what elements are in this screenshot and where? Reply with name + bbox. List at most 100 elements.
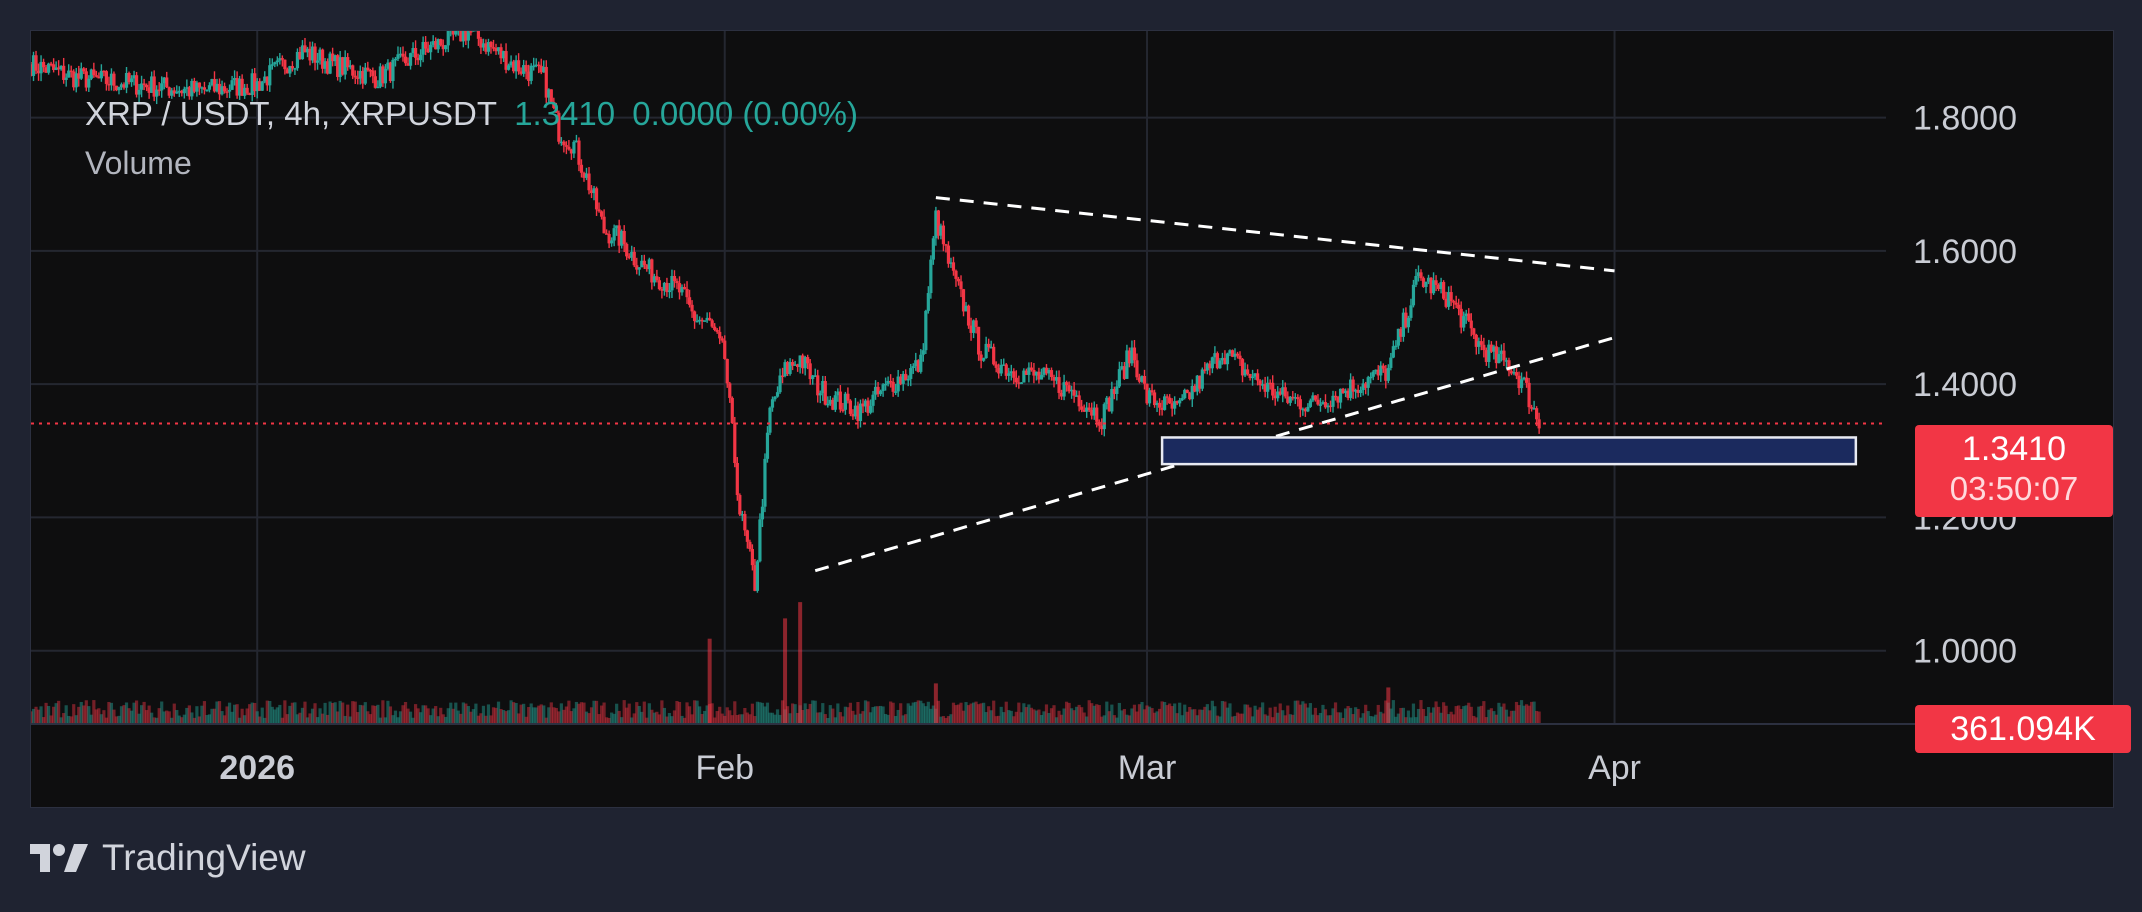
volume-bar — [816, 712, 820, 724]
candle-body — [1384, 368, 1388, 381]
candle-body — [280, 58, 284, 60]
candle-body — [469, 31, 473, 33]
candle-body — [1459, 308, 1463, 328]
candle-body — [549, 89, 553, 102]
candle-body — [232, 78, 237, 81]
volume-bar — [1027, 704, 1031, 724]
candle-body — [1185, 389, 1189, 394]
volume-bar — [1439, 712, 1443, 724]
candle-body — [1316, 399, 1320, 405]
candle-body — [258, 81, 262, 91]
candle-body — [863, 400, 868, 407]
volume-bar — [725, 707, 729, 724]
volume-bar — [1082, 712, 1086, 724]
volume-bar — [1396, 713, 1400, 724]
candle-body — [1075, 395, 1079, 397]
candle-body — [788, 362, 792, 374]
volume-bar — [1298, 704, 1302, 724]
tradingview-brand[interactable]: TradingView — [30, 837, 306, 878]
candle-body — [527, 71, 531, 81]
candle-body — [145, 84, 149, 88]
candle-body — [338, 57, 342, 77]
candle-body — [346, 57, 350, 68]
volume-legend[interactable]: Volume — [85, 145, 192, 181]
candle-body — [273, 62, 277, 65]
volume-bar — [1406, 710, 1411, 724]
volume-bar — [848, 702, 853, 724]
volume-bar — [1447, 714, 1451, 724]
candle-body — [1135, 360, 1139, 378]
candle-body — [99, 70, 103, 79]
volume-bar — [587, 713, 591, 724]
volume-bar — [740, 714, 744, 724]
candle-body — [977, 326, 981, 355]
volume-bar — [911, 702, 915, 724]
candle-body — [1233, 353, 1237, 357]
candle-body — [401, 53, 405, 57]
chart-frame[interactable]: 1.8000 1.6000 1.4000 1.2000 1.0000 2026 Feb Ma… — [30, 30, 2131, 809]
candle-body — [227, 89, 232, 92]
candle-body — [652, 276, 656, 283]
candle-body — [1529, 407, 1534, 409]
volume-bar — [300, 707, 305, 724]
volume-bar — [1218, 716, 1222, 724]
candle-body — [1291, 396, 1295, 399]
candle-body — [1439, 282, 1443, 289]
candle-body — [197, 82, 202, 88]
candle-body — [501, 51, 506, 59]
symbol-title[interactable]: XRP / USDT, 4h, XRPUSDT — [85, 95, 498, 132]
volume-bar — [778, 714, 782, 724]
candle-body — [36, 70, 41, 74]
volume-bar — [1351, 714, 1355, 724]
candle-body — [1454, 302, 1458, 305]
volume-bar — [104, 717, 109, 724]
volume-bar — [549, 702, 553, 724]
candle-body — [230, 80, 234, 90]
volume-bar — [371, 705, 375, 724]
volume-bar — [1306, 707, 1310, 724]
volume-bar — [620, 717, 624, 724]
candle-body — [542, 66, 546, 73]
volume-bar — [310, 708, 315, 724]
volume-bar — [1426, 707, 1431, 724]
volume-bar — [313, 703, 317, 724]
volume-bar — [175, 710, 179, 724]
candle-body — [1424, 281, 1428, 287]
candle-body — [961, 289, 966, 312]
volume-bar — [1195, 715, 1199, 724]
candle-body — [627, 256, 631, 258]
volume-bar — [949, 714, 953, 724]
candle-body — [1273, 395, 1277, 399]
candle-body — [828, 399, 832, 404]
candle-body — [1150, 390, 1154, 393]
candle-body — [1180, 398, 1184, 401]
candle-body — [1009, 371, 1013, 374]
volume-bar — [652, 712, 656, 724]
volume-bar — [1200, 709, 1204, 724]
volume-bar — [1193, 709, 1197, 724]
volume-bar — [1125, 714, 1129, 724]
volume-bar — [212, 708, 217, 724]
candle-body — [1213, 353, 1217, 358]
volume-bar — [730, 715, 734, 724]
volume-bar — [1474, 717, 1478, 724]
candle-body — [411, 47, 415, 54]
candle-body — [180, 90, 184, 94]
volume-bar — [1261, 702, 1265, 724]
volume-bar — [951, 702, 956, 724]
volume-bar — [1273, 706, 1277, 724]
candle-body — [1095, 407, 1099, 422]
volume-bar — [1017, 702, 1021, 724]
time-axis[interactable]: 2026 Feb Mar Apr — [31, 723, 2115, 787]
candle-body — [361, 70, 365, 84]
candle-body — [1469, 320, 1473, 329]
volume-bar — [1034, 710, 1039, 724]
candle-body — [1062, 382, 1066, 397]
candle-body — [160, 83, 164, 91]
drawings-layer[interactable] — [814, 196, 1858, 573]
symbol-legend[interactable]: XRP / USDT, 4h, XRPUSDT 1.3410 0.0000 (0… — [85, 95, 858, 133]
volume-bar — [202, 701, 207, 724]
volume-bar — [1238, 713, 1242, 724]
